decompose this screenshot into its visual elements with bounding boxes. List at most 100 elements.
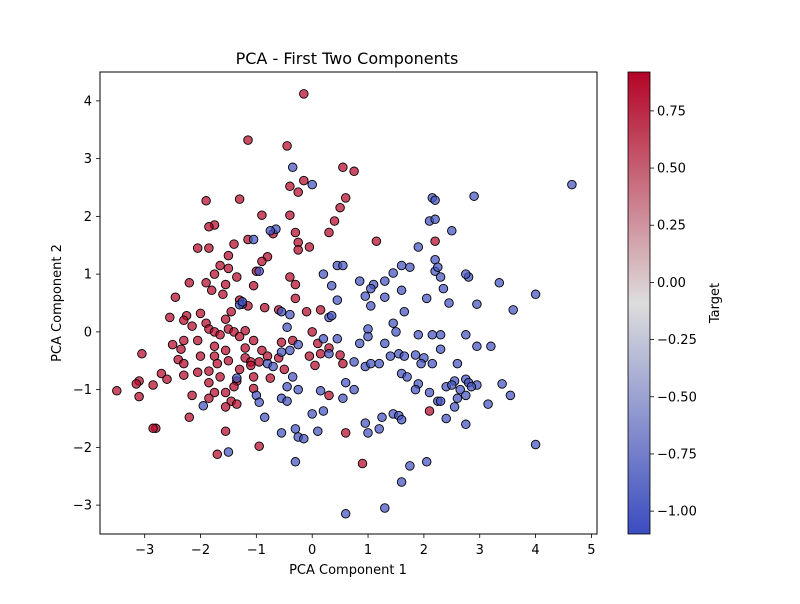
- scatter-point: [447, 226, 457, 236]
- scatter-point: [413, 242, 424, 252]
- scatter-point: [212, 449, 223, 460]
- scatter-point: [324, 390, 334, 401]
- y-tick-label: 3: [84, 152, 92, 167]
- scatter-point: [310, 360, 320, 371]
- scatter-point: [374, 424, 384, 434]
- scatter-point: [486, 341, 496, 352]
- scatter-point: [461, 269, 471, 279]
- scatter-point: [366, 283, 376, 294]
- scatter-point: [444, 298, 454, 308]
- y-axis-label: PCA Component 2: [50, 244, 65, 362]
- colorbar-tick-label: −0.75: [657, 447, 697, 462]
- scatter-point: [349, 384, 359, 395]
- x-tick-label: 0: [308, 543, 316, 558]
- scatter-point: [220, 314, 231, 324]
- scatter-point: [360, 418, 371, 428]
- scatter-point: [215, 330, 225, 340]
- scatter-point: [447, 380, 457, 390]
- scatter-point: [254, 357, 264, 367]
- scatter-point: [472, 341, 482, 352]
- scatter-point: [430, 214, 440, 225]
- plot-frame: [99, 71, 598, 535]
- scatter-point: [349, 166, 359, 177]
- scatter-point: [215, 260, 225, 271]
- scatter-point: [299, 175, 309, 186]
- scatter-point: [455, 384, 465, 395]
- scatter-point: [285, 210, 295, 220]
- scatter-point: [254, 441, 264, 451]
- scatter-point: [374, 358, 384, 369]
- scatter-point: [435, 330, 446, 340]
- scatter-point: [134, 391, 144, 402]
- scatter-point: [204, 366, 214, 376]
- scatter-point: [340, 428, 351, 438]
- scatter-point: [287, 162, 298, 173]
- scatter-point: [187, 390, 197, 401]
- scatter-point: [421, 293, 432, 304]
- scatter-point: [396, 414, 407, 425]
- scatter-point: [452, 358, 463, 369]
- scatter-point: [226, 306, 236, 317]
- scatter-point: [318, 406, 329, 416]
- scatter-point: [304, 242, 315, 252]
- scatter-point: [170, 292, 181, 302]
- scatter-point: [427, 330, 438, 340]
- scatter-point: [165, 312, 175, 323]
- scatter-point: [285, 272, 295, 282]
- scatter-point: [240, 343, 250, 353]
- scatter-point: [472, 299, 482, 309]
- scatter-point: [433, 262, 443, 272]
- scatter-point: [223, 356, 234, 366]
- scatter-point: [335, 350, 345, 360]
- scatter-point: [246, 360, 256, 371]
- scatter-point: [276, 347, 287, 357]
- x-tick-label: 1: [364, 543, 372, 558]
- scatter-point: [416, 358, 426, 369]
- scatter-point: [452, 393, 463, 404]
- scatter-point: [218, 289, 228, 300]
- scatter-point: [131, 379, 142, 389]
- scatter-point: [483, 399, 493, 409]
- y-tick-label: 4: [84, 94, 92, 109]
- scatter-point: [461, 419, 471, 430]
- x-tick-label: −3: [135, 543, 154, 558]
- scatter-point: [388, 318, 398, 328]
- scatter-point: [435, 396, 446, 406]
- scatter-point: [461, 390, 471, 401]
- scatter-point: [340, 193, 351, 203]
- scatter-point: [299, 89, 309, 99]
- scatter-point: [441, 413, 451, 424]
- scatter-point: [184, 412, 195, 423]
- scatter-point: [259, 412, 270, 423]
- scatter-point: [307, 409, 317, 419]
- scatter-point: [223, 263, 234, 274]
- scatter-point: [287, 372, 298, 382]
- scatter-point: [430, 195, 440, 205]
- scatter-point: [399, 351, 410, 361]
- colorbar: [627, 71, 651, 535]
- scatter-point: [329, 216, 340, 226]
- scatter-point: [220, 426, 231, 436]
- scatter-point: [332, 334, 343, 344]
- scatter-point: [254, 266, 264, 276]
- scatter-point: [391, 327, 401, 337]
- scatter-point: [285, 309, 295, 320]
- scatter-point: [424, 406, 435, 416]
- y-tick-label: −1: [73, 383, 92, 398]
- x-axis-label: PCA Component 1: [289, 563, 407, 578]
- scatter-point: [299, 433, 309, 444]
- x-axis: −3 −2 −1 0 1 2 3 4 5: [135, 534, 596, 558]
- colorbar-tick-label: 0.50: [657, 162, 686, 177]
- scatter-point: [290, 279, 301, 290]
- scatter-point: [232, 272, 242, 282]
- scatter-point: [469, 191, 479, 201]
- scatter-point: [377, 412, 387, 423]
- scatter-point: [192, 243, 203, 253]
- scatter-point: [324, 349, 334, 359]
- scatter-point: [293, 339, 303, 350]
- scatter-point: [195, 308, 206, 319]
- scatter-point: [179, 358, 189, 369]
- scatter-point: [396, 285, 407, 296]
- scatter-point: [290, 293, 301, 304]
